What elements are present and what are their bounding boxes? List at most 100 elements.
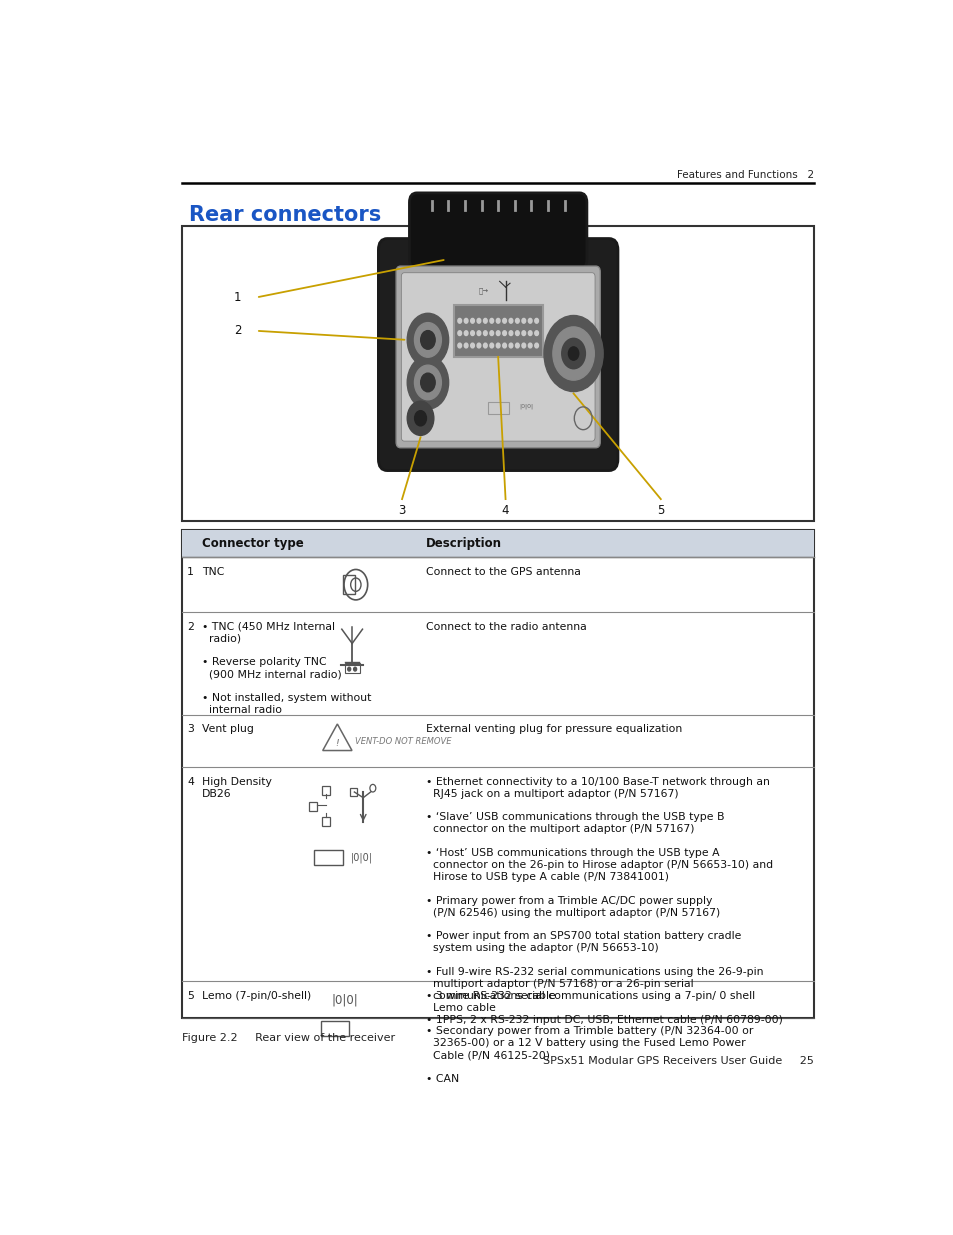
Text: • Primary power from a Trimble AC/DC power supply: • Primary power from a Trimble AC/DC pow…: [426, 895, 712, 905]
Text: DB26: DB26: [202, 789, 232, 799]
Text: High Density: High Density: [202, 777, 272, 787]
Text: Hirose to USB type A cable (P/N 73841001): Hirose to USB type A cable (P/N 73841001…: [426, 872, 668, 882]
Circle shape: [483, 319, 487, 324]
Circle shape: [528, 343, 532, 348]
Text: External venting plug for pressure equalization: External venting plug for pressure equal…: [426, 725, 681, 735]
Text: Lemo (7-pin/0-shell): Lemo (7-pin/0-shell): [202, 990, 311, 1000]
Text: 3: 3: [187, 725, 194, 735]
FancyBboxPatch shape: [378, 238, 618, 471]
Text: Rear connectors: Rear connectors: [190, 205, 381, 225]
Bar: [314, 850, 343, 866]
Text: |0|0|: |0|0|: [331, 994, 357, 1007]
Text: • Ethernet connectivity to a 10/100 Base-T network through an: • Ethernet connectivity to a 10/100 Base…: [426, 777, 769, 787]
Bar: [350, 788, 357, 795]
FancyBboxPatch shape: [401, 273, 595, 441]
Circle shape: [543, 315, 602, 391]
Text: • TNC (450 MHz Internal: • TNC (450 MHz Internal: [202, 621, 335, 632]
Circle shape: [470, 319, 474, 324]
Circle shape: [457, 343, 461, 348]
Circle shape: [568, 347, 578, 361]
Circle shape: [407, 356, 448, 409]
Text: • ‘Slave’ USB communications through the USB type B: • ‘Slave’ USB communications through the…: [426, 813, 724, 823]
Text: • Reverse polarity TNC: • Reverse polarity TNC: [202, 657, 326, 667]
Circle shape: [476, 319, 480, 324]
Text: Description: Description: [426, 537, 501, 551]
Bar: [454, 305, 542, 357]
Circle shape: [407, 401, 434, 436]
Circle shape: [502, 319, 506, 324]
Circle shape: [457, 331, 461, 336]
Text: • ‘Host’ USB communications through the USB type A: • ‘Host’ USB communications through the …: [426, 848, 719, 858]
Circle shape: [502, 331, 506, 336]
Text: VENT-DO NOT REMOVE: VENT-DO NOT REMOVE: [355, 736, 451, 746]
Text: connector on the 26-pin to Hirose adaptor (P/N 56653-10) and: connector on the 26-pin to Hirose adapto…: [426, 860, 772, 869]
Bar: [322, 816, 330, 826]
Circle shape: [483, 331, 487, 336]
Text: Lemo cable: Lemo cable: [426, 1003, 496, 1013]
Circle shape: [420, 331, 435, 350]
Text: multiport adaptor (P/N 57168) or a 26-pin serial: multiport adaptor (P/N 57168) or a 26-pi…: [426, 979, 693, 989]
Circle shape: [464, 343, 468, 348]
Circle shape: [528, 319, 532, 324]
Circle shape: [496, 319, 499, 324]
Circle shape: [420, 373, 435, 391]
Text: 1: 1: [233, 291, 241, 304]
Circle shape: [509, 331, 513, 336]
Circle shape: [470, 331, 474, 336]
Bar: [321, 1021, 349, 1036]
Circle shape: [490, 319, 493, 324]
Circle shape: [509, 343, 513, 348]
Text: 5: 5: [187, 990, 194, 1000]
Bar: [343, 576, 355, 594]
Text: Connect to the radio antenna: Connect to the radio antenna: [426, 621, 586, 632]
Text: Connector type: Connector type: [202, 537, 303, 551]
Text: 2: 2: [233, 325, 241, 337]
Circle shape: [476, 343, 480, 348]
Circle shape: [502, 343, 506, 348]
Circle shape: [535, 343, 537, 348]
Circle shape: [490, 331, 493, 336]
Circle shape: [407, 314, 448, 367]
Circle shape: [515, 343, 518, 348]
Text: 5: 5: [657, 504, 664, 517]
Text: • CAN: • CAN: [426, 1074, 458, 1084]
Text: |0|0|: |0|0|: [518, 403, 533, 409]
Circle shape: [496, 343, 499, 348]
Circle shape: [561, 338, 585, 369]
Bar: [309, 802, 316, 810]
FancyBboxPatch shape: [395, 266, 599, 448]
Text: (P/N 62546) using the multiport adaptor (P/N 57167): (P/N 62546) using the multiport adaptor …: [426, 908, 720, 918]
Text: 4: 4: [187, 777, 194, 787]
Bar: [182, 226, 813, 521]
Bar: [344, 663, 359, 673]
Circle shape: [490, 343, 493, 348]
Text: system using the adaptor (P/N 56653-10): system using the adaptor (P/N 56653-10): [426, 944, 659, 953]
Text: • 3 wire RS-232 serial communications using a 7-pin/ 0 shell: • 3 wire RS-232 serial communications us…: [426, 990, 755, 1000]
Text: Connect to the GPS antenna: Connect to the GPS antenna: [426, 567, 580, 577]
Bar: [182, 531, 813, 1019]
Text: |0|0|: |0|0|: [351, 852, 373, 863]
Circle shape: [470, 343, 474, 348]
Text: • Secondary power from a Trimble battery (P/N 32364-00 or: • Secondary power from a Trimble battery…: [426, 1026, 753, 1036]
Text: • Not installed, system without: • Not installed, system without: [202, 693, 371, 703]
Circle shape: [483, 343, 487, 348]
Circle shape: [457, 319, 461, 324]
Text: ⬜→: ⬜→: [477, 288, 488, 294]
Circle shape: [553, 327, 594, 380]
Bar: [182, 531, 813, 557]
Circle shape: [535, 331, 537, 336]
Circle shape: [496, 331, 499, 336]
Circle shape: [347, 667, 351, 671]
Text: (900 MHz internal radio): (900 MHz internal radio): [202, 669, 341, 679]
Text: connector on the multiport adaptor (P/N 57167): connector on the multiport adaptor (P/N …: [426, 824, 694, 835]
Circle shape: [521, 343, 525, 348]
Circle shape: [528, 331, 532, 336]
Text: 1: 1: [187, 567, 194, 577]
Text: • 1PPS, 2 x RS-232 input DC, USB, Ethernet cable (P/N 60789-00): • 1PPS, 2 x RS-232 input DC, USB, Ethern…: [426, 1014, 782, 1025]
Text: !: !: [335, 739, 339, 747]
Circle shape: [476, 331, 480, 336]
Circle shape: [415, 411, 426, 426]
Circle shape: [464, 319, 468, 324]
Circle shape: [414, 322, 441, 357]
Bar: [322, 787, 330, 795]
